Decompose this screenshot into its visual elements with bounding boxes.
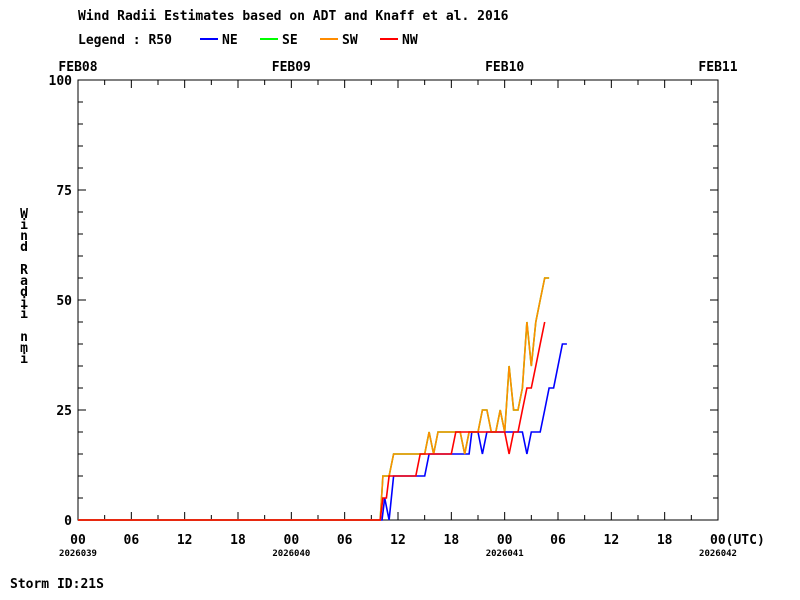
- series-line-nw: [78, 321, 546, 521]
- y-axis-label-char: i: [20, 218, 28, 233]
- y-tick-label: 25: [56, 404, 72, 419]
- x-tick-label: 00: [497, 533, 513, 548]
- x-tick-label: 18: [657, 533, 673, 548]
- top-date-labels: FEB08 FEB09 FEB10 FEB11: [58, 60, 737, 75]
- y-axis-label-char: n: [20, 330, 28, 345]
- top-date-label: FEB08: [58, 60, 97, 75]
- x-tick-label: 00: [284, 533, 300, 548]
- top-date-label: FEB09: [272, 60, 311, 75]
- y-axis-label-char: d: [20, 240, 28, 255]
- legend-entry-se: SE: [282, 33, 298, 48]
- series-layer: [78, 277, 567, 521]
- julian-date-label: 2026040: [272, 549, 310, 559]
- axis-ticks: 0 25 50 75 100 00 06 12 18 00 06 12 18 00 06 12 18 00(UTC…: [49, 74, 765, 559]
- series-line-sw: [78, 277, 550, 521]
- x-tick-label: 12: [604, 533, 620, 548]
- x-tick-label: 12: [390, 533, 406, 548]
- x-tick-label: 18: [444, 533, 460, 548]
- top-date-label: FEB11: [698, 60, 737, 75]
- x-tick-label: 06: [337, 533, 353, 548]
- y-axis-label-char: W: [20, 207, 28, 222]
- legend-entry-sw: SW: [342, 33, 358, 48]
- y-axis-label-char: i: [20, 352, 28, 367]
- x-tick-label: 00(UTC): [710, 533, 765, 548]
- y-tick-label: 0: [64, 514, 72, 529]
- julian-date-label: 2026039: [59, 549, 97, 559]
- legend-label: Legend : R50: [78, 33, 172, 48]
- julian-date-label: 2026042: [699, 549, 737, 559]
- y-axis-label-char: n: [20, 229, 28, 244]
- x-tick-label: 06: [124, 533, 140, 548]
- x-tick-label: 12: [177, 533, 193, 548]
- legend-entry-ne: NE: [222, 33, 238, 48]
- x-tick-label: 06: [550, 533, 566, 548]
- y-axis-label-char: R: [20, 263, 28, 278]
- legend: Legend : R50 NE SE SW NW: [78, 33, 418, 48]
- y-axis-label-char: i: [20, 296, 28, 311]
- y-tick-label: 50: [56, 294, 72, 309]
- y-tick-label: 75: [56, 184, 72, 199]
- x-tick-label: 00: [70, 533, 86, 548]
- x-tick-label: 18: [230, 533, 246, 548]
- y-axis-label-char: m: [20, 341, 28, 356]
- storm-id: Storm ID:21S: [10, 577, 104, 592]
- top-date-label: FEB10: [485, 60, 524, 75]
- legend-entry-nw: NW: [402, 33, 418, 48]
- chart-title: Wind Radii Estimates based on ADT and Kn…: [78, 9, 509, 24]
- y-axis-label-char: i: [20, 307, 28, 322]
- y-axis-label-char: d: [20, 285, 28, 300]
- y-tick-label: 100: [49, 74, 73, 89]
- series-line-se: [78, 277, 550, 521]
- julian-date-label: 2026041: [486, 549, 524, 559]
- y-axis-label-char: a: [20, 274, 28, 289]
